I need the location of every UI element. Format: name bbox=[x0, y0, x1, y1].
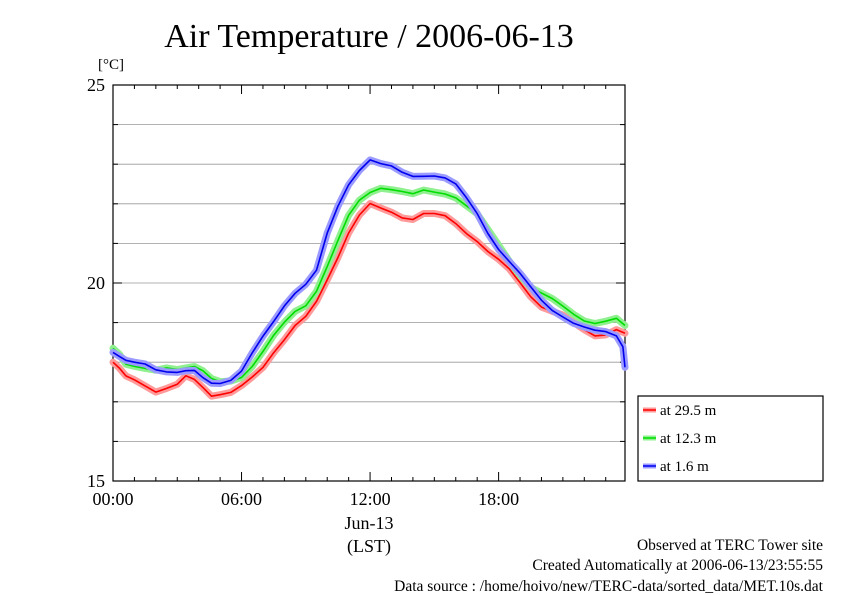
footer-source: Data source : /home/hoivo/new/TERC-data/… bbox=[394, 578, 824, 595]
y-tick-label: 15 bbox=[87, 471, 105, 491]
series-1 bbox=[109, 200, 629, 400]
x-zone-label: (LST) bbox=[347, 536, 391, 557]
gridlines bbox=[113, 124, 625, 442]
x-tick-label: 06:00 bbox=[221, 489, 262, 509]
series-2 bbox=[109, 184, 629, 386]
legend-label: at 1.6 m bbox=[660, 459, 709, 475]
series-line bbox=[112, 202, 626, 397]
series-3 bbox=[109, 156, 629, 387]
series-line bbox=[112, 159, 626, 385]
x-axis: 00:00 06:00 12:00 18:00 bbox=[92, 85, 607, 509]
legend-item: at 29.5 m bbox=[643, 403, 717, 419]
x-tick-label: 18:00 bbox=[478, 489, 519, 509]
series-line bbox=[112, 187, 626, 383]
legend-box bbox=[637, 395, 824, 482]
x-tick-label: 00:00 bbox=[92, 489, 133, 509]
legend-label: at 12.3 m bbox=[660, 431, 717, 447]
footer-created: Created Automatically at 2006-06-13/23:5… bbox=[532, 557, 823, 574]
legend: at 29.5 m at 12.3 m at 1.6 m bbox=[637, 395, 824, 482]
y-tick-label: 20 bbox=[87, 273, 105, 293]
y-unit-label: [°C] bbox=[98, 57, 124, 73]
series-band bbox=[109, 184, 629, 386]
chart-title: Air Temperature / 2006-06-13 bbox=[164, 18, 574, 55]
legend-label: at 29.5 m bbox=[660, 403, 717, 419]
x-date-label: Jun-13 bbox=[345, 513, 394, 533]
series-group bbox=[109, 156, 629, 400]
legend-item: at 12.3 m bbox=[643, 431, 717, 447]
x-tick-label: 12:00 bbox=[350, 489, 391, 509]
y-axis: 15 20 25 bbox=[87, 75, 625, 491]
footer-site: Observed at TERC Tower site bbox=[637, 537, 823, 554]
legend-item: at 1.6 m bbox=[643, 459, 709, 475]
y-tick-label: 25 bbox=[87, 75, 105, 95]
